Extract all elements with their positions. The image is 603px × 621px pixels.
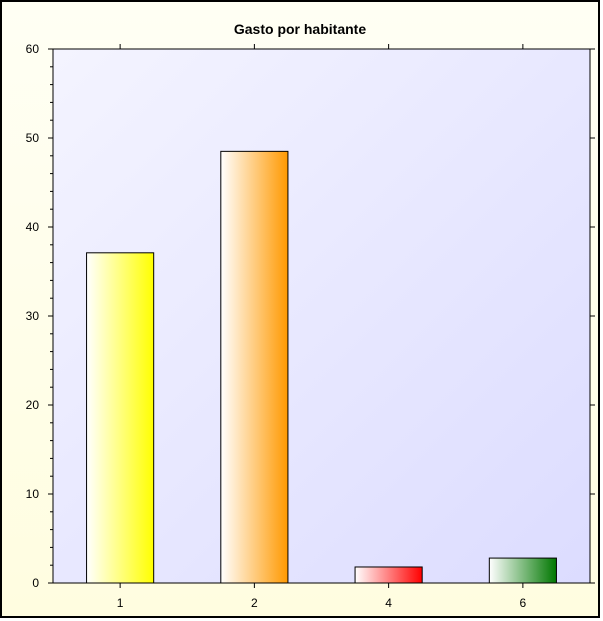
- y-tick-label: 60: [26, 42, 40, 56]
- bar-2: [220, 150, 289, 584]
- y-tick-label: 20: [26, 398, 40, 412]
- x-axis: 1 2 4 6: [117, 44, 527, 610]
- y-tick-label: 0: [32, 576, 39, 590]
- y-tick-label: 10: [26, 487, 40, 501]
- y-tick-label: 30: [26, 309, 40, 323]
- y-axis: 0 10 20 30 40 50 60: [26, 42, 595, 590]
- y-tick-label: 40: [26, 220, 40, 234]
- x-tick-label: 2: [251, 596, 258, 610]
- x-tick-label: 6: [520, 596, 527, 610]
- bar-6: [488, 557, 557, 584]
- y-tick-label: 50: [26, 131, 40, 145]
- x-tick-label: 4: [385, 596, 392, 610]
- chart-title: Gasto por habitante: [233, 21, 367, 37]
- bar-4: [354, 566, 423, 584]
- bars-group: [86, 150, 557, 584]
- x-tick-label: 1: [117, 596, 124, 610]
- bar-1: [86, 252, 155, 584]
